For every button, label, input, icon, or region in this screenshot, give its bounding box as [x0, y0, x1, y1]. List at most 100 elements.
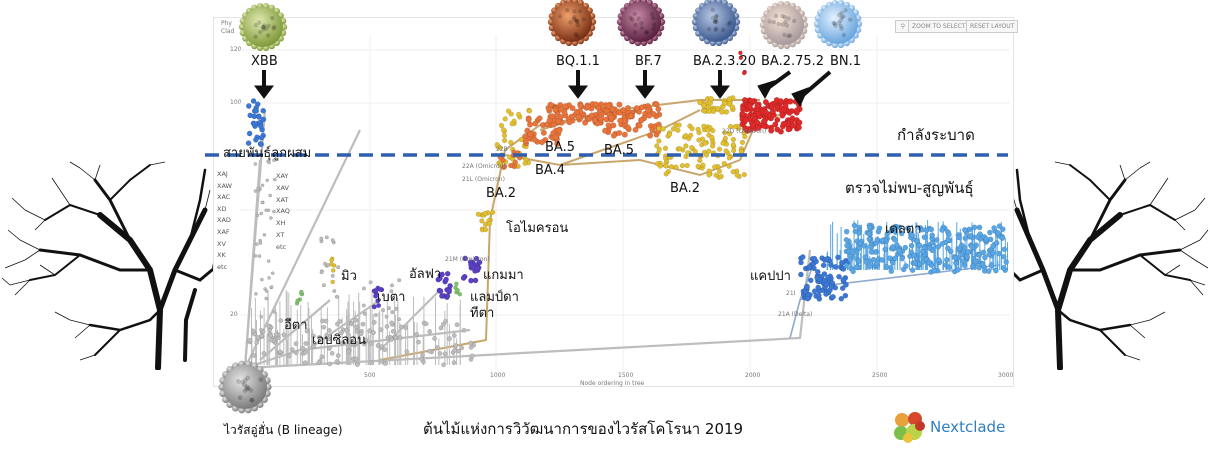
- tree-node-bq: [591, 117, 598, 124]
- tree-node-ba2: [700, 162, 706, 168]
- tree-node: [323, 318, 329, 324]
- tree-node-xbb: [260, 107, 267, 114]
- tree-node-ba2: [709, 134, 715, 140]
- tree-node-xbb: [260, 116, 267, 123]
- tree-node-kappa: [842, 292, 849, 299]
- magnifier-icon[interactable]: ⚲: [895, 20, 911, 33]
- tree-node-ba2: [688, 132, 694, 138]
- tree-node-delta: [995, 229, 1001, 236]
- tree-node-ba2: [732, 123, 738, 130]
- figure-title: ต้นไม้แห่งการวิวัฒนาการของไวรัสโคโรนา 20…: [423, 420, 744, 438]
- clade-tag: 22A (Omicron): [462, 163, 506, 170]
- tree-node-kappa: [798, 259, 804, 266]
- tree-node-ba5: [556, 127, 563, 134]
- tree-node-delta: [982, 254, 988, 261]
- tree-node: [247, 337, 253, 343]
- tree-node-ba2320: [719, 109, 725, 115]
- tree-node-ba2752: [754, 102, 761, 109]
- tree-node-bf7: [610, 132, 617, 139]
- tree-node-delta: [892, 229, 899, 235]
- tree-node-ba2320: [708, 96, 714, 102]
- tree-node-delta: [912, 260, 918, 267]
- tree-node: [281, 332, 287, 338]
- tree-node-kappa: [814, 274, 820, 281]
- tree-node: [354, 328, 360, 334]
- tree-node: [293, 350, 299, 356]
- tree-node-ba2752: [755, 124, 762, 131]
- reset-layout-button[interactable]: RESET LAYOUT: [966, 20, 1019, 33]
- tree-node: [253, 162, 258, 166]
- tree-node-bq: [588, 112, 595, 119]
- tree-node-alpha: [444, 293, 451, 299]
- tree-node-xbb: [245, 140, 252, 146]
- tree-node-xbb: [258, 141, 265, 148]
- tree-node: [300, 345, 306, 351]
- clade-tag: 21A (Delta): [778, 311, 813, 318]
- x-axis-label: Node ordering in tree: [580, 380, 645, 387]
- tree-node-ba2: [730, 169, 736, 175]
- tree-node-delta: [987, 229, 993, 236]
- arrow-icon: [254, 70, 274, 99]
- tree-node-ba2: [730, 142, 736, 148]
- tree-node-ba4: [508, 162, 514, 169]
- tree-node-delta: [993, 240, 1000, 246]
- tree-node-ba2: [685, 150, 691, 156]
- tree-node: [323, 261, 328, 266]
- tree-node-ba2752: [742, 125, 749, 132]
- tree-node-ba2: [716, 146, 723, 152]
- tree-node-omicron: [483, 227, 489, 233]
- tree-node-kappa: [823, 256, 830, 262]
- tree-node-delta: [972, 258, 979, 265]
- tree-node: [389, 320, 394, 326]
- branch-label-kappa: แคปปา: [750, 269, 791, 284]
- clade-tag: 22D (Omicron): [722, 128, 767, 135]
- tree-node: [447, 336, 452, 341]
- tree-node-delta: [856, 258, 862, 265]
- tree-node-bq: [569, 105, 576, 112]
- x-tick: 2500: [872, 372, 888, 379]
- tree-node-ba2: [726, 155, 733, 161]
- tree-node-delta: [851, 222, 858, 229]
- tree-node-delta: [905, 225, 911, 231]
- branch-label-mu: มิว: [341, 269, 357, 284]
- tree-node-delta: [953, 260, 959, 267]
- tree-node: [255, 242, 259, 246]
- clade-tag: 21M (Omicron): [445, 256, 490, 263]
- tree-node: [302, 350, 308, 355]
- tree-node: [319, 236, 324, 241]
- tree-node-delta: [890, 244, 896, 250]
- variant-label-ba2320: BA.2.3.20: [693, 54, 757, 69]
- recombinant-item: XAC: [217, 193, 231, 202]
- tree-node: [378, 327, 384, 333]
- tree-node-bf7: [621, 131, 628, 138]
- tree-node-bq: [566, 119, 573, 126]
- tree-node-omicron: [490, 209, 496, 215]
- tree-node: [414, 331, 420, 337]
- tree-node: [371, 330, 376, 335]
- tree-node-ba2: [731, 148, 737, 154]
- tree-node-ba2: [722, 130, 728, 136]
- tree-node-delta: [916, 242, 923, 249]
- tree-node-xbb: [247, 112, 253, 119]
- tree-node-ba2: [679, 163, 686, 169]
- tree-node-kappa: [808, 277, 814, 284]
- branch-label-epsilon: เอปซิลอน: [312, 333, 366, 348]
- tree-node-delta: [879, 237, 886, 244]
- tree-node: [334, 294, 339, 299]
- branch-label-gamma: แกมมา: [483, 268, 524, 283]
- zoom-to-selected-button[interactable]: ZOOM TO SELECTED: [908, 20, 978, 33]
- tree-node-delta: [962, 245, 968, 251]
- tree-node-delta: [863, 258, 869, 265]
- tree-node-omicron: [475, 211, 482, 217]
- tree-node-delta: [853, 264, 860, 271]
- tree-node-kappa: [839, 285, 846, 292]
- tree-node-ba2752: [741, 97, 748, 104]
- tree-node-delta: [903, 263, 909, 269]
- tree-node-ba2752: [738, 55, 743, 60]
- tree-node-delta: [944, 257, 950, 263]
- tree-node-bq: [549, 113, 556, 120]
- tree-node-ba2752: [740, 106, 747, 113]
- tree-node: [258, 241, 263, 245]
- tree-node: [316, 360, 322, 366]
